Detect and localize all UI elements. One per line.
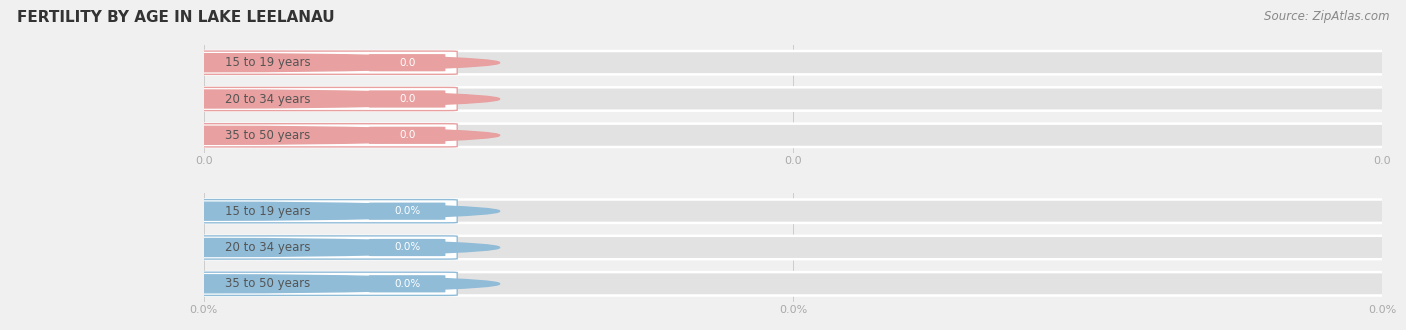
FancyBboxPatch shape [190, 87, 1396, 111]
Text: Source: ZipAtlas.com: Source: ZipAtlas.com [1264, 10, 1389, 23]
FancyBboxPatch shape [190, 236, 1396, 259]
FancyBboxPatch shape [190, 200, 1396, 223]
Text: 0.0%: 0.0% [394, 279, 420, 289]
Circle shape [0, 275, 499, 293]
FancyBboxPatch shape [368, 127, 446, 144]
Text: FERTILITY BY AGE IN LAKE LEELANAU: FERTILITY BY AGE IN LAKE LEELANAU [17, 10, 335, 25]
Text: 35 to 50 years: 35 to 50 years [225, 129, 311, 142]
Text: 0.0%: 0.0% [394, 243, 420, 252]
FancyBboxPatch shape [193, 87, 457, 111]
Circle shape [0, 54, 499, 72]
Circle shape [0, 202, 499, 220]
FancyBboxPatch shape [193, 236, 457, 259]
Text: 0.0: 0.0 [399, 130, 415, 140]
FancyBboxPatch shape [368, 203, 446, 220]
Text: 0.0: 0.0 [399, 58, 415, 68]
FancyBboxPatch shape [368, 275, 446, 292]
Circle shape [0, 239, 499, 256]
FancyBboxPatch shape [368, 54, 446, 71]
FancyBboxPatch shape [190, 124, 1396, 147]
FancyBboxPatch shape [193, 200, 457, 223]
Text: 0.0%: 0.0% [394, 206, 420, 216]
FancyBboxPatch shape [193, 51, 457, 74]
Text: 35 to 50 years: 35 to 50 years [225, 277, 311, 290]
FancyBboxPatch shape [193, 272, 457, 295]
Text: 15 to 19 years: 15 to 19 years [225, 205, 311, 218]
Circle shape [0, 126, 499, 144]
FancyBboxPatch shape [368, 239, 446, 256]
Circle shape [0, 90, 499, 108]
FancyBboxPatch shape [190, 51, 1396, 74]
Text: 20 to 34 years: 20 to 34 years [225, 92, 311, 106]
Text: 20 to 34 years: 20 to 34 years [225, 241, 311, 254]
FancyBboxPatch shape [368, 90, 446, 108]
FancyBboxPatch shape [193, 124, 457, 147]
Text: 0.0: 0.0 [399, 94, 415, 104]
Text: 15 to 19 years: 15 to 19 years [225, 56, 311, 69]
FancyBboxPatch shape [190, 272, 1396, 295]
